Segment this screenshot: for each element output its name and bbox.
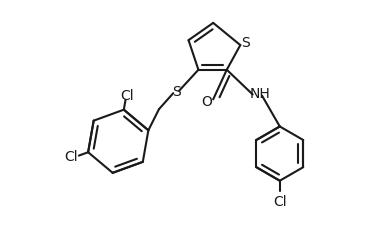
Text: S: S [172, 85, 181, 99]
Text: Cl: Cl [273, 195, 286, 209]
Text: NH: NH [250, 87, 270, 101]
Text: S: S [241, 36, 250, 50]
Text: O: O [202, 95, 212, 109]
Text: Cl: Cl [120, 89, 134, 103]
Text: Cl: Cl [65, 150, 78, 164]
